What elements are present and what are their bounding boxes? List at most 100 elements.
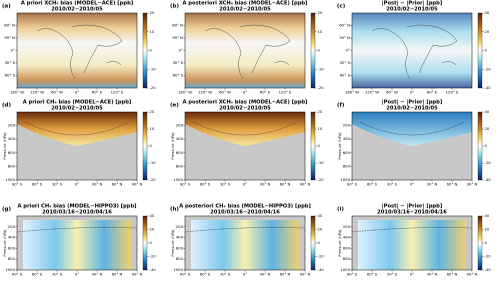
profile-field: [358, 220, 466, 270]
y-tick-label: 400: [8, 235, 16, 240]
y-tick-label: 600: [8, 150, 16, 155]
colorbar: [310, 111, 316, 181]
x-tick-label: 30° N: [427, 182, 438, 187]
y-tick-label: 200: [8, 224, 16, 229]
colorbar-tick-label: -20: [150, 254, 157, 259]
tropopause: [184, 227, 306, 233]
y-axis-label: Pressure (hPa): [170, 229, 175, 257]
y-tick-label: 600: [176, 245, 184, 250]
x-tick-label: 90° S: [180, 182, 191, 187]
profile-field: [17, 112, 137, 146]
x-tick-label: 60° W: [386, 90, 398, 95]
y-tick-label: 600: [176, 150, 184, 155]
panel-label: (c): [337, 4, 346, 10]
coastline: [36, 24, 123, 80]
panel-label: (a): [2, 4, 11, 10]
colorbar: [477, 111, 483, 181]
colorbar-tick-label: -10: [150, 66, 157, 71]
colorbar-tick-label: -20: [485, 66, 492, 71]
x-tick-label: 120° E: [446, 90, 459, 95]
x-tick-label: 60° N: [447, 272, 458, 277]
colorbar-tick-label: -20: [150, 85, 157, 90]
x-tick-label: 30° N: [427, 272, 438, 277]
colorbar-tick-label: 10: [318, 126, 323, 131]
colorbar-tick-label: 20: [150, 109, 155, 114]
panel-period: 2010/02−2010/05: [51, 106, 103, 112]
x-tick-label: 90° S: [347, 182, 358, 187]
y-tick-label: 800: [176, 256, 184, 261]
panel-label: (b): [170, 4, 179, 10]
y-tick-label: 800: [343, 256, 351, 261]
y-axis-label: Pressure (hPa): [337, 229, 342, 257]
profile-field: [191, 220, 299, 270]
x-tick-label: 60° N: [280, 272, 291, 277]
x-tick-label: 0°: [75, 272, 79, 277]
x-tick-label: 30° S: [387, 182, 398, 187]
x-tick-label: 30° S: [387, 272, 398, 277]
x-tick-label: 90° N: [467, 272, 478, 277]
coastline: [204, 24, 291, 80]
colorbar: [310, 215, 316, 271]
y-axis-label: Pressure (hPa): [2, 132, 7, 160]
colorbar-tick-label: -40: [485, 85, 492, 90]
y-tick-label: 1000: [340, 267, 350, 272]
colorbar-tick-label: 0: [150, 48, 153, 53]
y-tick-label: 60° N: [339, 23, 350, 28]
y-axis-label: Pressure (hPa): [337, 132, 342, 160]
panel-title: |Post| − |Prior| [ppb]: [382, 204, 442, 210]
y-tick-label: 400: [343, 235, 351, 240]
x-tick-label: 120° W: [365, 90, 379, 95]
y-tick-label: 0°: [179, 48, 183, 53]
y-tick-label: 30° N: [172, 35, 183, 40]
x-tick-label: 120° W: [30, 90, 44, 95]
y-tick-label: 600: [343, 245, 351, 250]
y-tick-label: 800: [8, 256, 16, 261]
y-tick-label: 0°: [11, 48, 15, 53]
colorbar-tick-label: 0: [485, 48, 488, 53]
x-tick-label: 120° E: [279, 90, 292, 95]
colorbar-tick-label: 20: [485, 227, 490, 232]
y-tick-label: 30° S: [340, 60, 351, 65]
colorbar-tick-label: -20: [318, 85, 325, 90]
panel-title: |Post| − |Prior| [ppb]: [382, 1, 442, 7]
x-tick-label: 0°: [75, 90, 79, 95]
panel-title: A priori XCH₄ bias (MODEL−ACE) [ppb]: [21, 1, 133, 7]
colorbar-tick-label: 40: [485, 213, 490, 218]
colorbar-tick-label: 40: [485, 10, 490, 15]
x-tick-label: 60° S: [200, 182, 211, 187]
colorbar-tick-label: -10: [150, 160, 157, 165]
x-tick-label: 30° N: [92, 182, 103, 187]
colorbar-tick-label: 0: [318, 48, 321, 53]
colorbar-tick-label: 20: [150, 10, 155, 15]
y-tick-label: 1000: [173, 267, 183, 272]
colorbar-tick-label: 40: [150, 213, 155, 218]
x-tick-label: 30° N: [260, 182, 271, 187]
panel-period: 2010/03/16−2010/04/16: [377, 210, 447, 216]
y-axis-label: Pressure (hPa): [2, 229, 7, 257]
x-tick-label: 0°: [243, 90, 247, 95]
x-tick-label: 90° S: [180, 272, 191, 277]
x-tick-label: 60° N: [447, 182, 458, 187]
colorbar-tick-label: 0: [485, 143, 488, 148]
y-tick-label: 200: [343, 123, 351, 128]
y-tick-label: 60° N: [4, 23, 15, 28]
colorbar-tick-label: 0: [150, 143, 153, 148]
colorbar-tick-label: -10: [318, 160, 325, 165]
colorbar-tick-label: 20: [318, 227, 323, 232]
y-tick-label: 30° S: [5, 60, 16, 65]
y-tick-label: 400: [343, 136, 351, 141]
colorbar-tick-label: 0: [150, 240, 153, 245]
x-tick-label: 120° W: [198, 90, 212, 95]
colorbar-tick-label: 10: [150, 29, 155, 34]
y-tick-label: 30° N: [4, 35, 15, 40]
panel-period: 2010/02−2010/05: [219, 7, 271, 13]
y-tick-label: 600: [8, 245, 16, 250]
x-tick-label: 90° N: [132, 182, 143, 187]
x-tick-label: 60° W: [51, 90, 63, 95]
x-tick-label: 120° E: [111, 90, 124, 95]
panel-title: A priori CH₄ bias (MODEL−ACE) [ppb]: [23, 100, 132, 106]
colorbar-tick-label: 20: [318, 109, 323, 114]
map-field: [352, 13, 472, 88]
y-tick-label: 60° S: [173, 73, 184, 78]
